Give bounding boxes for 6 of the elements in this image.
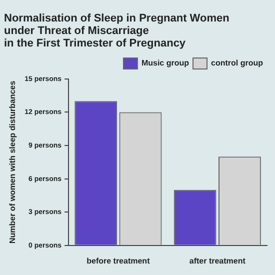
y-axis-title: Number of women with sleep disturbances bbox=[8, 80, 18, 244]
legend-label: Music group bbox=[141, 58, 190, 68]
x-tick-label: after treatment bbox=[189, 256, 246, 266]
x-tick-label: before treatment bbox=[86, 256, 150, 266]
chart-title: Normalisation of Sleep in Pregnant Women under Threat of Miscarriage in the First Trimester of Pregnancy bbox=[4, 12, 230, 50]
legend-label: control group bbox=[211, 58, 264, 68]
